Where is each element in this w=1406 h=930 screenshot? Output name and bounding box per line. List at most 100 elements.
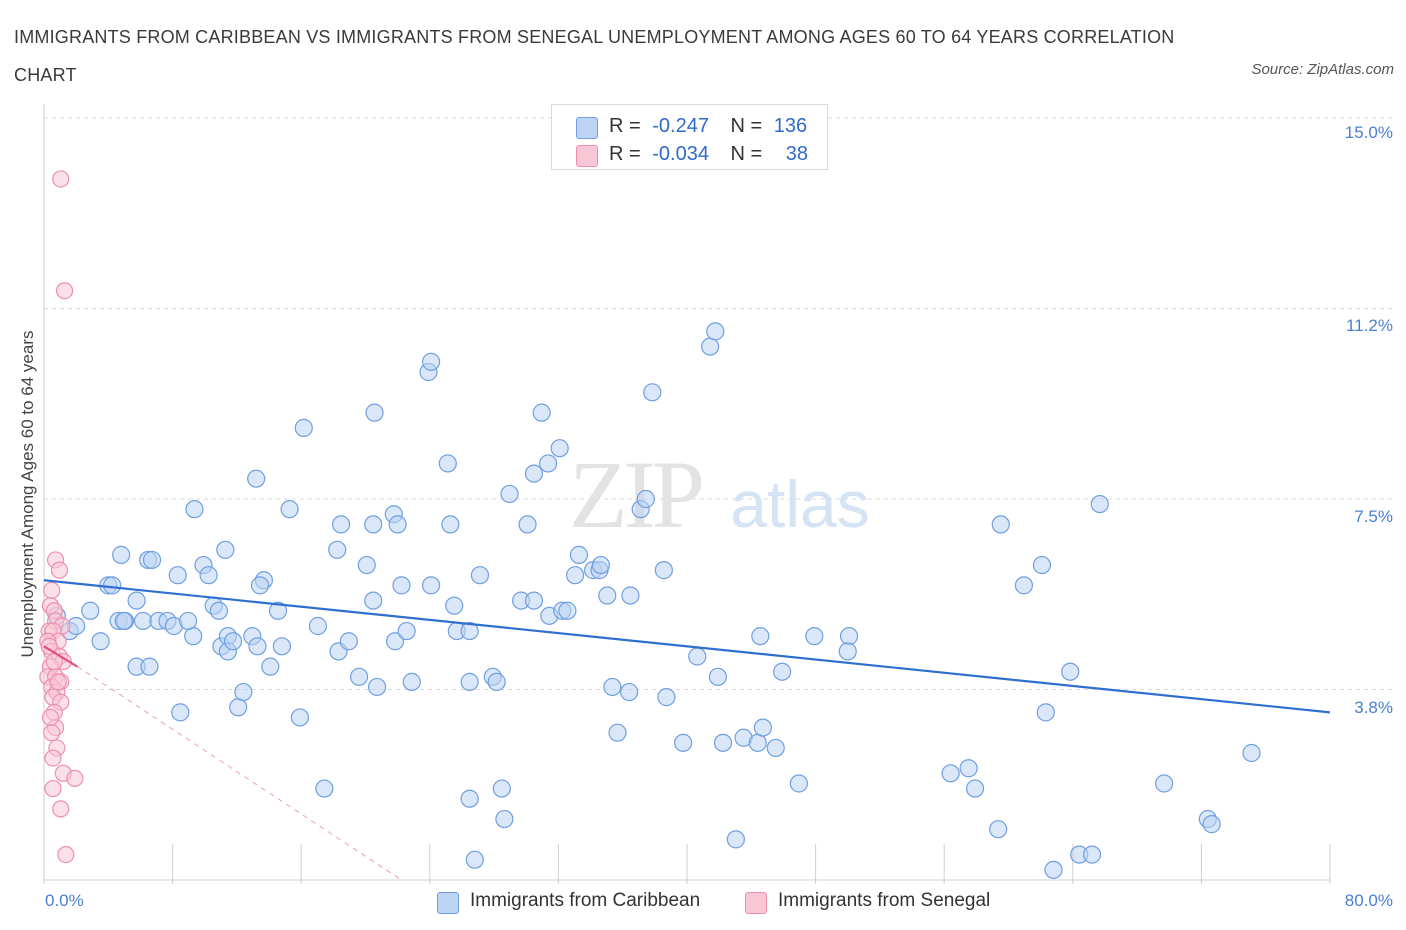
- caribbean-point: [621, 586, 640, 605]
- caribbean-point: [308, 616, 328, 636]
- caribbean-point: [701, 337, 720, 356]
- caribbean-point: [598, 586, 617, 605]
- senegal-point: [43, 581, 61, 600]
- caribbean-point: [657, 688, 676, 707]
- caribbean-point: [364, 591, 383, 610]
- caribbean-point: [209, 601, 228, 620]
- caribbean-point: [171, 703, 190, 722]
- caribbean-point: [636, 489, 655, 509]
- caribbean-point: [1036, 703, 1055, 722]
- caribbean-point: [569, 545, 589, 564]
- caribbean-point: [620, 682, 639, 702]
- caribbean-point: [81, 601, 100, 620]
- caribbean-point: [1032, 555, 1052, 575]
- caribbean-point: [654, 561, 673, 580]
- n-label: N =: [730, 115, 763, 137]
- caribbean-point: [247, 469, 266, 488]
- caribbean-point: [133, 611, 153, 631]
- caribbean-point: [1014, 576, 1034, 595]
- caribbean-point: [838, 642, 857, 661]
- senegal-point: [52, 170, 70, 188]
- caribbean-point: [706, 322, 725, 341]
- trend-lines: [43, 579, 1331, 881]
- caribbean-point: [748, 733, 767, 752]
- caribbean-point: [421, 352, 441, 371]
- caribbean-point: [91, 632, 110, 651]
- caribbean-trend-line: [43, 579, 1331, 714]
- caribbean-point: [1061, 662, 1080, 681]
- caribbean-point: [178, 611, 198, 631]
- caribbean-point: [234, 682, 253, 702]
- senegal-point: [40, 637, 58, 655]
- caribbean-point: [500, 484, 519, 504]
- caribbean-point: [229, 698, 248, 717]
- caribbean-point: [294, 418, 313, 437]
- caribbean-point: [789, 774, 808, 793]
- caribbean-point: [487, 672, 506, 691]
- y-tick-label: 11.2%: [1346, 316, 1393, 335]
- caribbean-point: [421, 576, 441, 595]
- caribbean-point: [688, 647, 707, 666]
- caribbean-point: [261, 657, 280, 676]
- caribbean-point: [470, 566, 490, 585]
- x-tick-label-max: 80.0%: [1344, 891, 1393, 910]
- caribbean-point: [199, 566, 218, 585]
- caribbean-point: [708, 667, 727, 686]
- y-tick-label: 3.8%: [1354, 698, 1393, 717]
- caribbean-swatch: [437, 892, 459, 914]
- caribbean-point: [272, 637, 292, 656]
- r-label: R =: [609, 115, 641, 137]
- caribbean-point: [438, 454, 457, 473]
- caribbean-point: [726, 830, 745, 849]
- caribbean-point: [603, 677, 622, 697]
- chart-title: IMMIGRANTS FROM CARIBBEAN VS IMMIGRANTS …: [14, 27, 1175, 85]
- caribbean-points: [47, 322, 1261, 879]
- caribbean-point: [112, 545, 131, 564]
- senegal-point: [50, 561, 69, 579]
- caribbean-point: [643, 383, 662, 402]
- senegal-trend-extension: [77, 666, 402, 881]
- caribbean-point: [805, 627, 824, 646]
- caribbean-point: [185, 500, 204, 519]
- n-value: 38: [785, 143, 809, 165]
- senegal-point: [44, 749, 62, 767]
- caribbean-point: [753, 718, 772, 737]
- caribbean-point: [250, 576, 270, 595]
- watermark-atlas: atlas: [730, 467, 869, 541]
- caribbean-point: [518, 515, 537, 534]
- caribbean-point: [532, 403, 551, 422]
- n-value: 136: [773, 115, 808, 137]
- caribbean-point: [713, 733, 733, 752]
- caribbean-point: [328, 540, 347, 559]
- senegal-swatch: [745, 892, 767, 914]
- caribbean-point: [248, 637, 267, 656]
- caribbean-point: [331, 515, 351, 534]
- senegal-point: [55, 282, 74, 300]
- caribbean-point: [441, 515, 460, 534]
- caribbean-point: [397, 621, 416, 641]
- caribbean-point: [142, 550, 162, 570]
- caribbean-point: [991, 515, 1010, 534]
- caribbean-point: [268, 601, 288, 620]
- caribbean-point: [465, 850, 484, 869]
- caribbean-point: [349, 667, 369, 686]
- caribbean-point: [524, 591, 544, 610]
- caribbean-point: [290, 708, 310, 727]
- stats-legend: R = -0.247 N = 136 R = -0.034 N = 38: [551, 104, 828, 170]
- caribbean-point: [392, 576, 411, 595]
- n-label: N =: [730, 143, 763, 165]
- r-value: -0.034: [652, 143, 709, 165]
- senegal-trend-line: [43, 645, 79, 668]
- gridlines: [44, 117, 1392, 690]
- caribbean-point: [1044, 860, 1063, 879]
- senegal-point: [66, 769, 84, 788]
- caribbean-point: [460, 789, 479, 808]
- watermark-zip: ZIP: [569, 441, 702, 548]
- caribbean-point: [839, 627, 859, 646]
- caribbean-point: [539, 454, 558, 473]
- legend-label: Immigrants from Senegal: [778, 890, 991, 911]
- senegal-point: [52, 800, 70, 818]
- caribbean-point: [339, 632, 358, 651]
- caribbean-point: [524, 464, 544, 483]
- caribbean-point: [367, 677, 387, 697]
